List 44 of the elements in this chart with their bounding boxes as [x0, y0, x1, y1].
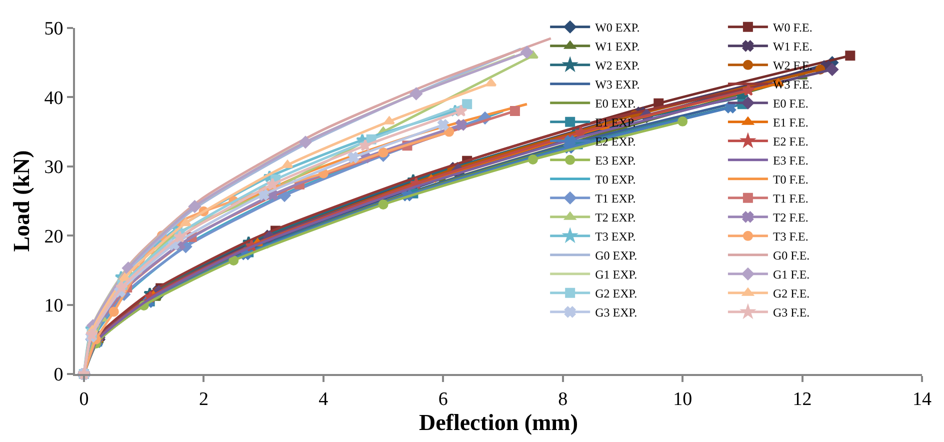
- legend-label: E0 EXP.: [595, 96, 636, 111]
- legend-label: W1 EXP.: [595, 40, 640, 54]
- y-tick-label: 30: [44, 157, 64, 178]
- legend-label: W0 EXP.: [595, 20, 640, 35]
- y-tick-label: 10: [44, 295, 64, 316]
- legend-label: G2 EXP.: [595, 286, 638, 301]
- legend-label: G1 F.E.: [772, 268, 810, 282]
- y-tick-label: 0: [54, 364, 64, 386]
- y-tick-label: 40: [44, 88, 64, 109]
- legend-label: E0 F.E.: [772, 96, 808, 111]
- legend-label: W2 EXP.: [595, 58, 640, 73]
- x-tick-label: 10: [673, 388, 692, 410]
- legend-label: E3 F.E.: [772, 154, 808, 168]
- legend-label: G2 F.E.: [772, 286, 810, 301]
- y-tick-label: 20: [44, 226, 64, 248]
- x-tick-label: 4: [318, 388, 329, 410]
- legend-label: G0 EXP.: [595, 248, 638, 263]
- legend-label: T3 F.E.: [772, 230, 808, 244]
- y-tick-label: 50: [44, 18, 64, 40]
- legend-label: E1 F.E.: [772, 116, 808, 130]
- legend-label: W0 F.E.: [772, 20, 812, 35]
- x-tick-label: 12: [792, 388, 812, 410]
- x-tick-label: 14: [912, 388, 932, 410]
- legend-label: W3 EXP.: [595, 78, 640, 92]
- legend-label: T1 F.E.: [772, 192, 808, 206]
- legend-label: T2 EXP.: [595, 210, 636, 225]
- x-tick-label: 0: [79, 388, 89, 410]
- legend-label: T0 EXP.: [595, 172, 636, 187]
- x-tick-label: 6: [438, 388, 448, 410]
- legend-label: T1 EXP.: [595, 192, 636, 206]
- legend-label: G0 F.E.: [772, 248, 810, 263]
- legend-label: E3 EXP.: [595, 154, 636, 168]
- x-tick-label: 8: [558, 388, 568, 410]
- x-tick-label: 2: [198, 388, 208, 410]
- y-axis-title: Load (kN): [9, 150, 34, 252]
- legend-label: E2 F.E.: [772, 134, 808, 149]
- x-axis-title: Deflection (mm): [418, 410, 578, 435]
- legend-label: W1 F.E.: [772, 40, 812, 54]
- legend-label: G3 EXP.: [595, 306, 638, 320]
- legend-label: T0 F.E.: [772, 172, 808, 187]
- legend-label: T2 F.E.: [772, 210, 808, 225]
- legend-label: G1 EXP.: [595, 268, 638, 282]
- legend-label: G3 F.E.: [772, 306, 810, 320]
- legend-label: T3 EXP.: [595, 230, 636, 244]
